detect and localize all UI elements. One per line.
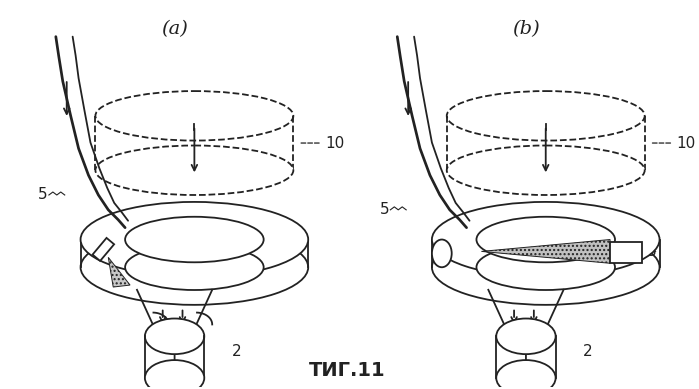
Text: (b): (b) <box>512 20 540 38</box>
Text: (a): (a) <box>161 20 188 38</box>
Text: 2: 2 <box>232 343 242 359</box>
Text: 10: 10 <box>677 135 696 151</box>
Ellipse shape <box>432 240 452 267</box>
Ellipse shape <box>447 145 644 195</box>
Text: 2: 2 <box>584 343 593 359</box>
Bar <box>610 242 642 263</box>
Ellipse shape <box>95 91 294 140</box>
Ellipse shape <box>432 202 660 277</box>
Ellipse shape <box>145 360 204 389</box>
Ellipse shape <box>80 230 308 305</box>
Ellipse shape <box>80 202 308 277</box>
Ellipse shape <box>496 360 556 389</box>
Ellipse shape <box>477 244 615 290</box>
Ellipse shape <box>125 217 264 262</box>
Bar <box>92 238 114 261</box>
Text: 5: 5 <box>38 187 48 203</box>
Ellipse shape <box>145 319 204 354</box>
Ellipse shape <box>447 91 644 140</box>
Ellipse shape <box>125 244 264 290</box>
Text: 3: 3 <box>647 244 656 259</box>
Ellipse shape <box>477 217 615 262</box>
Text: ΤИГ.11: ΤИГ.11 <box>309 361 386 380</box>
Text: 10: 10 <box>325 135 345 151</box>
Text: 5: 5 <box>380 202 389 217</box>
Ellipse shape <box>496 319 556 354</box>
Ellipse shape <box>95 145 294 195</box>
Ellipse shape <box>432 230 660 305</box>
Polygon shape <box>482 240 610 263</box>
Text: 3: 3 <box>121 224 131 239</box>
Polygon shape <box>108 258 130 287</box>
